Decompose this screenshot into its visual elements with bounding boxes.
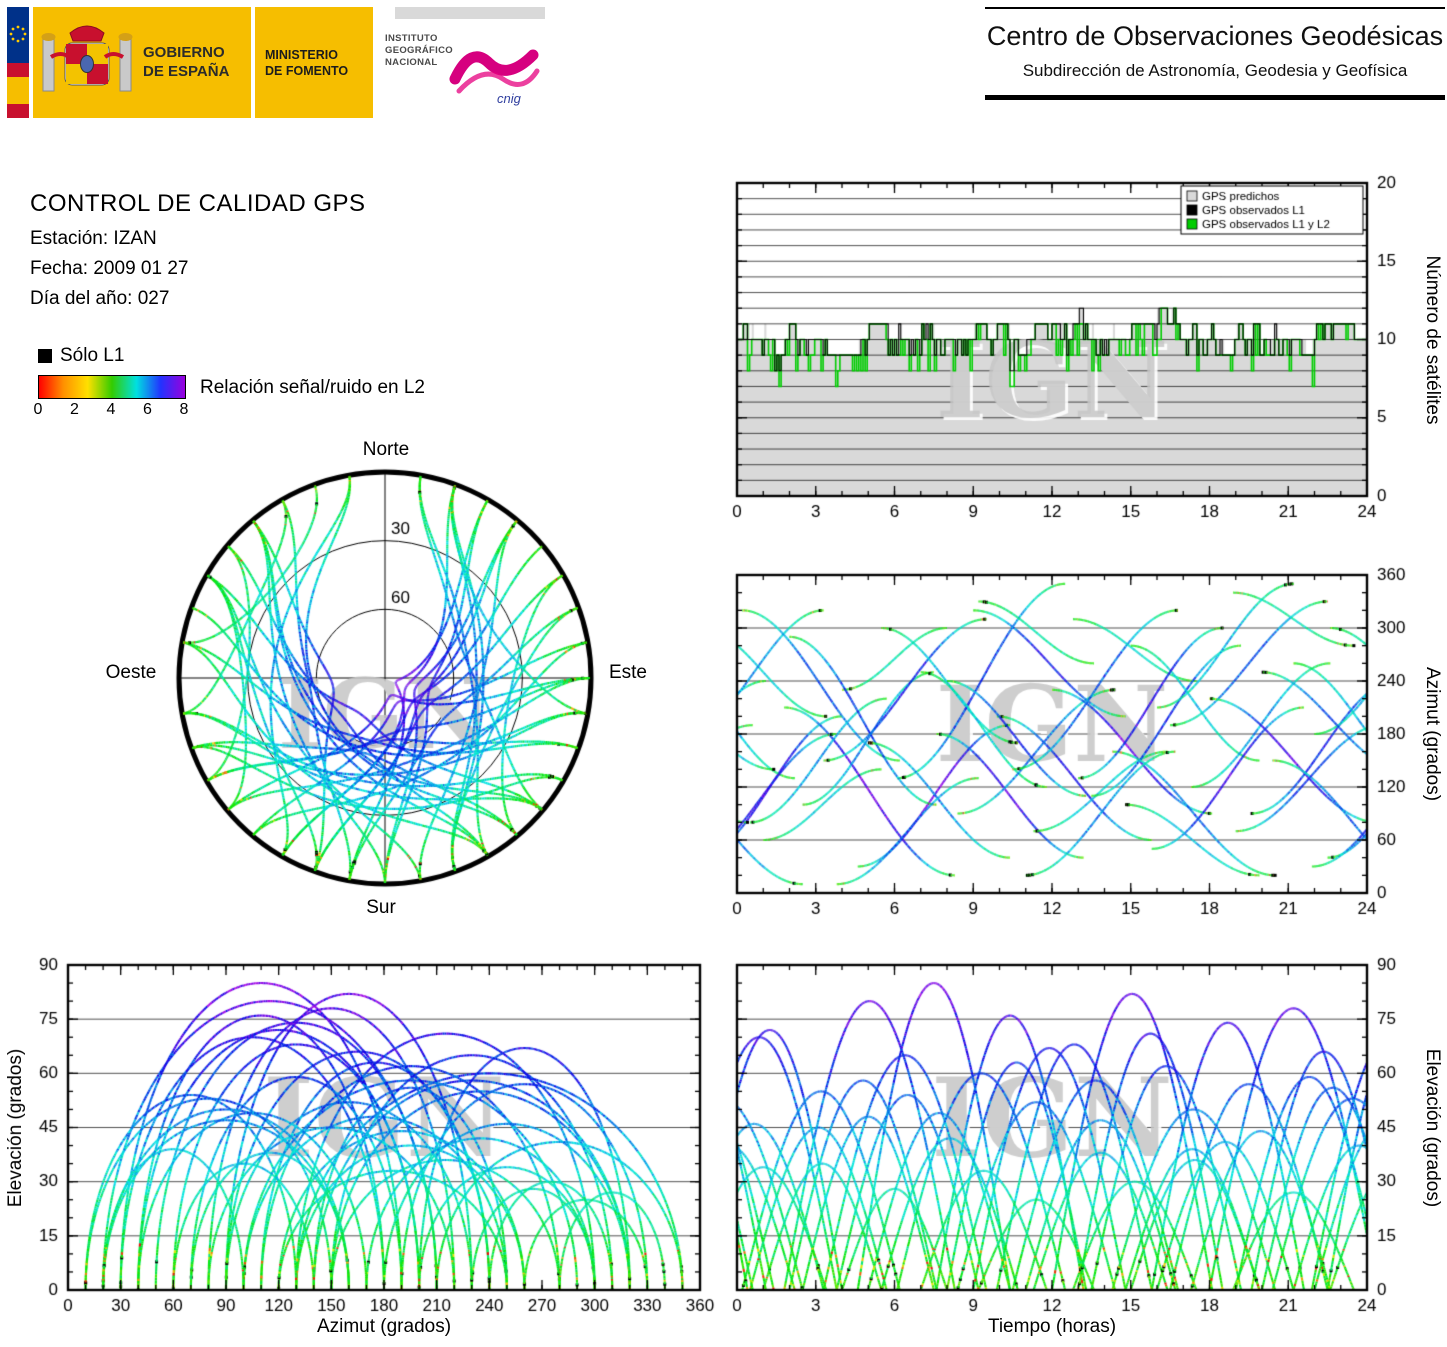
instituto-line1: INSTITUTO (385, 33, 438, 44)
station-label: Estación: IZAN (30, 228, 157, 249)
ylabel-satellite-count: Número de satélites (1422, 255, 1443, 425)
snr-colorbar-label: Relación señal/ruido en L2 (200, 377, 425, 398)
solo-l1-legend: Sólo L1 (38, 345, 124, 367)
day-of-year-label: Día del año: 027 (30, 288, 170, 309)
flag-strip-graphic (7, 7, 29, 118)
ylabel-elevation-left: Elevación (grados) (5, 1048, 26, 1208)
azimuth-time-chart (715, 563, 1427, 931)
snr-colorbar (38, 375, 186, 399)
elevation-time-chart (715, 953, 1427, 1347)
ylabel-elevation-right: Elevación (grados) (1422, 1048, 1443, 1208)
skyplot-north-label: Norte (362, 439, 410, 460)
elevation-azimuth-chart (20, 953, 732, 1347)
colorbar-tick-label: 0 (33, 401, 43, 418)
cnig-logo: cnig (449, 49, 540, 106)
xlabel-azimuth: Azimut (grados) (316, 1316, 452, 1337)
gobierno-label: GOBIERNO DE ESPAÑA (143, 43, 229, 81)
instituto-geografico-block: INSTITUTO GEOGRÁFICO NACIONAL cnig (377, 7, 545, 118)
instituto-line3: NACIONAL (385, 57, 438, 68)
instituto-label: INSTITUTO GEOGRÁFICO NACIONAL (385, 33, 453, 69)
ministerio-label: MINISTERIO DE FOMENTO (265, 47, 348, 79)
skyplot-east-label: Este (608, 662, 648, 683)
center-header: Centro de Observaciones Geodésicas Subdi… (985, 7, 1445, 100)
colorbar-tick-label: 2 (70, 401, 79, 418)
colorbar-tick-label: 8 (179, 401, 189, 418)
report-title: CONTROL DE CALIDAD GPS (30, 190, 366, 217)
gray-top-bar (395, 7, 545, 19)
colorbar-tick-label: 4 (106, 401, 116, 418)
black-square-icon (38, 349, 52, 363)
cnig-signature-text: cnig (497, 91, 522, 106)
colorbar-tick-label: 6 (143, 401, 152, 418)
ministerio-line1: MINISTERIO (265, 48, 338, 62)
skyplot-west-label: Oeste (105, 662, 157, 683)
satellite-count-chart (715, 170, 1427, 530)
ylabel-azimuth: Azimut (grados) (1422, 666, 1443, 802)
center-subtitle: Subdirección de Astronomía, Geodesia y G… (1022, 61, 1408, 80)
eu-spain-flag-strip (7, 7, 29, 118)
solo-l1-label: Sólo L1 (60, 345, 125, 366)
skyplot-south-label: Sur (366, 897, 396, 918)
center-title: Centro de Observaciones Geodésicas (986, 21, 1444, 51)
spain-coat-of-arms (41, 25, 133, 92)
instituto-line2: GEOGRÁFICO (385, 45, 453, 56)
date-label: Fecha: 2009 01 27 (30, 258, 189, 279)
gobierno-de-espana-block: GOBIERNO DE ESPAÑA (33, 7, 251, 118)
gobierno-line1: GOBIERNO (143, 44, 225, 61)
skyplot-canvas (105, 425, 665, 935)
ministerio-de-fomento-block: MINISTERIO DE FOMENTO (255, 7, 373, 118)
gobierno-line2: DE ESPAÑA (143, 63, 230, 80)
ministerio-line2: DE FOMENTO (265, 64, 349, 78)
snr-colorbar-ticks: 0 2 4 6 8 (34, 401, 189, 419)
xlabel-time: Tiempo (horas) (987, 1316, 1117, 1337)
